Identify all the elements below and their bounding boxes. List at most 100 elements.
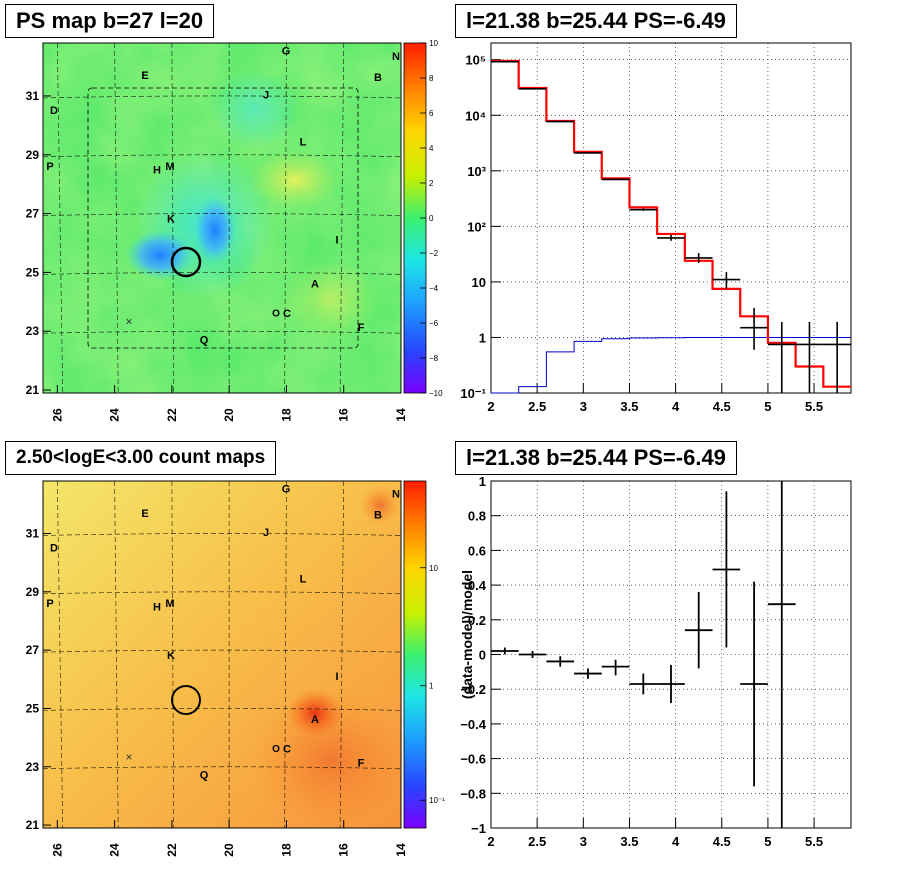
source-component-line (491, 336, 851, 394)
ps-colorbar-gradient (404, 43, 426, 393)
region-label: C (283, 744, 291, 756)
residual-x-tick-label: 4 (672, 834, 680, 849)
gridline-latitude (42, 708, 402, 711)
region-label: M (165, 161, 174, 173)
residual-frame (490, 480, 852, 829)
spectrum-y-tick-label: 1 (479, 330, 486, 345)
region-label: K (167, 650, 175, 662)
colorbar-tick-label: 10 (429, 39, 438, 48)
ps-map-frame (42, 42, 402, 394)
circle-marker: O (272, 744, 280, 755)
gridline-longitude (171, 480, 175, 829)
y-tick-label: 23 (26, 324, 40, 338)
region-label: H (153, 601, 161, 613)
colorbar-tick-label: 10 (429, 564, 438, 573)
region-label: F (358, 322, 365, 334)
region-label: P (46, 598, 53, 610)
gridline-latitude (42, 154, 402, 158)
gridline-longitude (339, 42, 345, 394)
spectrum-frame (490, 42, 852, 394)
y-tick-label: 21 (26, 383, 40, 397)
gridline-longitude (56, 480, 64, 829)
y-tick-label: 29 (26, 148, 40, 162)
count-map-frame (42, 480, 402, 829)
ps-map-source-circle (170, 246, 202, 278)
ps-map-colorbar: 10 8 6 4 2 0 −2 −4 −6 −8 −10 (403, 39, 443, 398)
spectrum-x-tick-label: 2 (487, 399, 494, 414)
ps-map-gridlines: 26 24 22 20 18 16 14 31 29 27 25 23 21 G N E B D J L P H M K I A C… (26, 42, 408, 422)
region-label: L (300, 574, 307, 586)
colorbar-tick-label: −6 (429, 319, 439, 328)
region-label: A (311, 714, 319, 726)
region-label: N (392, 489, 400, 501)
residual-y-tick-label: −1 (471, 821, 486, 836)
region-label: E (141, 508, 148, 520)
count-map-title: 2.50<logE<3.00 count maps (5, 441, 277, 475)
spectrum-y-tick-label: 10³ (467, 164, 486, 179)
region-label: Q (200, 334, 209, 346)
residual-title: l=21.38 b=25.44 PS=-6.49 (455, 441, 737, 475)
gridline-longitude (114, 42, 119, 394)
gridline-longitude (284, 480, 287, 829)
spectrum-y-tick-label: 10 (472, 275, 486, 290)
residual-y-tick-label: −0.2 (460, 682, 486, 697)
residual-x-tick-label: 2 (487, 834, 494, 849)
y-tick-label: 31 (26, 89, 40, 103)
spectrum-y-tick-label: 10⁴ (465, 108, 486, 123)
region-label: I (335, 235, 338, 247)
residual-y-tick-label: 0.4 (468, 578, 487, 593)
y-tick-label: 21 (26, 818, 40, 832)
region-label: G (282, 483, 291, 495)
ps-map-background (43, 43, 401, 393)
residual-x-tick-label: 4.5 (713, 834, 731, 849)
x-tick-label: 16 (337, 408, 351, 422)
region-label: D (50, 542, 58, 554)
region-label: M (165, 598, 174, 610)
gridline-latitude (42, 330, 402, 334)
region-label: A (311, 278, 319, 290)
x-tick-label: 20 (222, 843, 236, 857)
ps-map-high-region (250, 150, 340, 210)
count-map-texture (43, 481, 401, 828)
spectrum-x-tick-label: 3.5 (620, 399, 638, 414)
colorbar-tick-label: −4 (429, 284, 439, 293)
x-tick-label: 26 (50, 408, 64, 422)
y-tick-label: 25 (26, 265, 40, 279)
residual-x-tick-label: 5 (764, 834, 771, 849)
y-tick-label: 27 (26, 643, 40, 657)
colorbar-tick-label: −8 (429, 354, 439, 363)
y-tick-label: 27 (26, 207, 40, 221)
region-label: K (167, 214, 175, 226)
spectrum-title: l=21.38 b=25.44 PS=-6.49 (455, 4, 737, 38)
spectrum-y-tick-label: 10⁵ (465, 53, 486, 68)
spectrum-y-tick-label: 10² (467, 219, 486, 234)
region-label: E (141, 70, 148, 82)
spectrum-x-tick-label: 4 (672, 399, 680, 414)
colorbar-tick-label: −10 (429, 389, 443, 398)
ps-map-low-region (210, 70, 300, 150)
count-map-bright-region (360, 485, 400, 525)
gridline-latitude (42, 591, 402, 595)
residual-y-tick-label: 0 (479, 648, 486, 663)
x-tick-label: 14 (394, 408, 408, 422)
residual-y-tick-label: −0.6 (460, 752, 486, 767)
region-label: N (392, 51, 400, 63)
count-colorbar-frame (403, 480, 427, 829)
spectrum-x-tick-label: 4.5 (713, 399, 731, 414)
residual-x-tick-label: 5.5 (805, 834, 823, 849)
region-label: C (283, 308, 291, 320)
x-tick-label: 22 (165, 408, 179, 422)
spectrum-panel: 2 2.5 3 3.5 4 4.5 5 5.5 10⁻¹ 1 10 10² 10³ 10⁴ 10⁵ (460, 42, 852, 414)
y-tick-label: 23 (26, 760, 40, 774)
residual-y-tick-label: 0.2 (468, 613, 486, 628)
region-label: Q (200, 770, 209, 782)
gridline-latitude (42, 213, 402, 216)
model-line (491, 59, 851, 388)
residual-y-axis-label: (data-model)/model (459, 570, 475, 699)
cross-marker: × (125, 314, 132, 328)
x-tick-label: 22 (165, 843, 179, 857)
colorbar-tick-label: 4 (429, 144, 434, 153)
spectrum-x-tick-label: 2.5 (528, 399, 546, 414)
count-map-panel: 26 24 22 20 18 16 14 31 29 27 25 23 21 G N E B D J L P H M K I A C… (26, 480, 445, 857)
